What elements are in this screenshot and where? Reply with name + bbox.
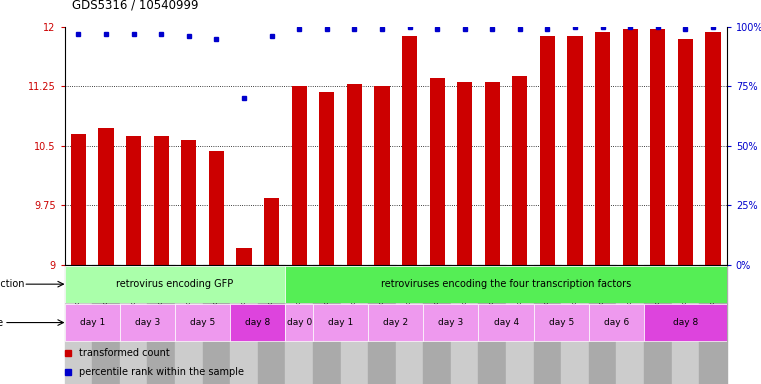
Bar: [175, 265, 202, 384]
Bar: [285, 265, 313, 384]
Bar: [568, 36, 583, 265]
Bar: [98, 129, 113, 265]
Bar: [341, 265, 368, 384]
Bar: [644, 265, 671, 384]
Bar: [457, 83, 473, 265]
Bar: [485, 82, 500, 265]
Bar: [368, 304, 423, 341]
Bar: [126, 136, 142, 265]
Bar: [512, 76, 527, 265]
Bar: [92, 265, 120, 384]
Text: day 8: day 8: [673, 318, 698, 327]
Text: percentile rank within the sample: percentile rank within the sample: [79, 367, 244, 377]
Bar: [313, 304, 368, 341]
Text: day 1: day 1: [328, 318, 353, 327]
Bar: [644, 304, 727, 341]
Bar: [181, 141, 196, 265]
Bar: [230, 265, 258, 384]
Bar: [561, 265, 589, 384]
Bar: [671, 265, 699, 384]
Bar: [423, 265, 451, 384]
Text: infection: infection: [0, 279, 24, 289]
Bar: [258, 265, 285, 384]
Text: day 5: day 5: [190, 318, 215, 327]
Bar: [622, 29, 638, 265]
Text: day 2: day 2: [383, 318, 409, 327]
Bar: [285, 304, 313, 341]
Bar: [368, 265, 396, 384]
Bar: [540, 36, 555, 265]
Bar: [678, 39, 693, 265]
Bar: [285, 266, 727, 303]
Bar: [374, 86, 390, 265]
Bar: [402, 36, 417, 265]
Bar: [291, 86, 307, 265]
Text: day 1: day 1: [80, 318, 105, 327]
Bar: [479, 265, 506, 384]
Bar: [313, 265, 340, 384]
Bar: [175, 304, 230, 341]
Bar: [202, 265, 230, 384]
Bar: [650, 29, 665, 265]
Bar: [479, 304, 533, 341]
Bar: [423, 304, 479, 341]
Bar: [396, 265, 423, 384]
Bar: [120, 304, 175, 341]
Bar: [616, 265, 644, 384]
Bar: [595, 32, 610, 265]
Bar: [120, 265, 148, 384]
Bar: [699, 265, 727, 384]
Text: day 4: day 4: [493, 318, 519, 327]
Bar: [230, 304, 285, 341]
Text: retroviruses encoding the four transcription factors: retroviruses encoding the four transcrip…: [381, 279, 631, 289]
Bar: [209, 151, 224, 265]
Bar: [589, 304, 644, 341]
Bar: [65, 265, 92, 384]
Text: day 5: day 5: [549, 318, 574, 327]
Text: day 0: day 0: [287, 318, 312, 327]
Bar: [533, 265, 561, 384]
Text: time: time: [0, 318, 4, 328]
Bar: [65, 304, 119, 341]
Bar: [589, 265, 616, 384]
Bar: [264, 197, 279, 265]
Text: transformed count: transformed count: [79, 348, 170, 358]
Bar: [319, 92, 334, 265]
Bar: [533, 304, 589, 341]
Bar: [65, 266, 285, 303]
Bar: [451, 265, 479, 384]
Text: day 3: day 3: [438, 318, 463, 327]
Text: GDS5316 / 10540999: GDS5316 / 10540999: [72, 0, 199, 12]
Bar: [429, 78, 444, 265]
Bar: [148, 265, 175, 384]
Bar: [71, 134, 86, 265]
Bar: [506, 265, 533, 384]
Bar: [705, 32, 721, 265]
Bar: [154, 136, 169, 265]
Bar: [237, 248, 252, 265]
Bar: [347, 84, 362, 265]
Text: day 3: day 3: [135, 318, 160, 327]
Text: retrovirus encoding GFP: retrovirus encoding GFP: [116, 279, 234, 289]
Text: day 6: day 6: [603, 318, 629, 327]
Text: day 8: day 8: [245, 318, 270, 327]
